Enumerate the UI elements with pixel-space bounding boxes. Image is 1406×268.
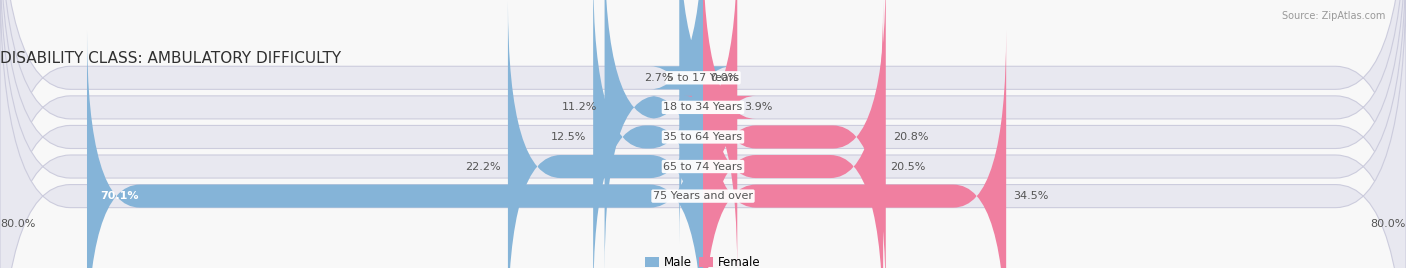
Legend: Male, Female: Male, Female <box>641 251 765 268</box>
FancyBboxPatch shape <box>650 0 733 244</box>
Text: 35 to 64 Years: 35 to 64 Years <box>664 132 742 142</box>
Text: 18 to 34 Years: 18 to 34 Years <box>664 102 742 112</box>
Text: 70.1%: 70.1% <box>100 191 139 201</box>
FancyBboxPatch shape <box>703 0 886 268</box>
FancyBboxPatch shape <box>605 0 703 268</box>
Text: 3.9%: 3.9% <box>744 102 773 112</box>
Text: 2.7%: 2.7% <box>644 73 672 83</box>
Text: Source: ZipAtlas.com: Source: ZipAtlas.com <box>1281 11 1385 21</box>
FancyBboxPatch shape <box>508 1 703 268</box>
Text: 5 to 17 Years: 5 to 17 Years <box>666 73 740 83</box>
Text: 20.5%: 20.5% <box>890 162 925 172</box>
Text: 20.8%: 20.8% <box>893 132 928 142</box>
FancyBboxPatch shape <box>703 30 1007 268</box>
Text: DISABILITY CLASS: AMBULATORY DIFFICULTY: DISABILITY CLASS: AMBULATORY DIFFICULTY <box>0 51 342 66</box>
Text: 75 Years and over: 75 Years and over <box>652 191 754 201</box>
Text: 65 to 74 Years: 65 to 74 Years <box>664 162 742 172</box>
Text: 80.0%: 80.0% <box>0 219 35 229</box>
FancyBboxPatch shape <box>685 0 756 268</box>
Text: 0.0%: 0.0% <box>710 73 738 83</box>
FancyBboxPatch shape <box>593 0 703 268</box>
FancyBboxPatch shape <box>703 1 883 268</box>
Text: 80.0%: 80.0% <box>1371 219 1406 229</box>
Text: 11.2%: 11.2% <box>562 102 598 112</box>
Text: 34.5%: 34.5% <box>1014 191 1049 201</box>
Text: 12.5%: 12.5% <box>551 132 586 142</box>
Text: 22.2%: 22.2% <box>465 162 501 172</box>
FancyBboxPatch shape <box>87 30 703 268</box>
